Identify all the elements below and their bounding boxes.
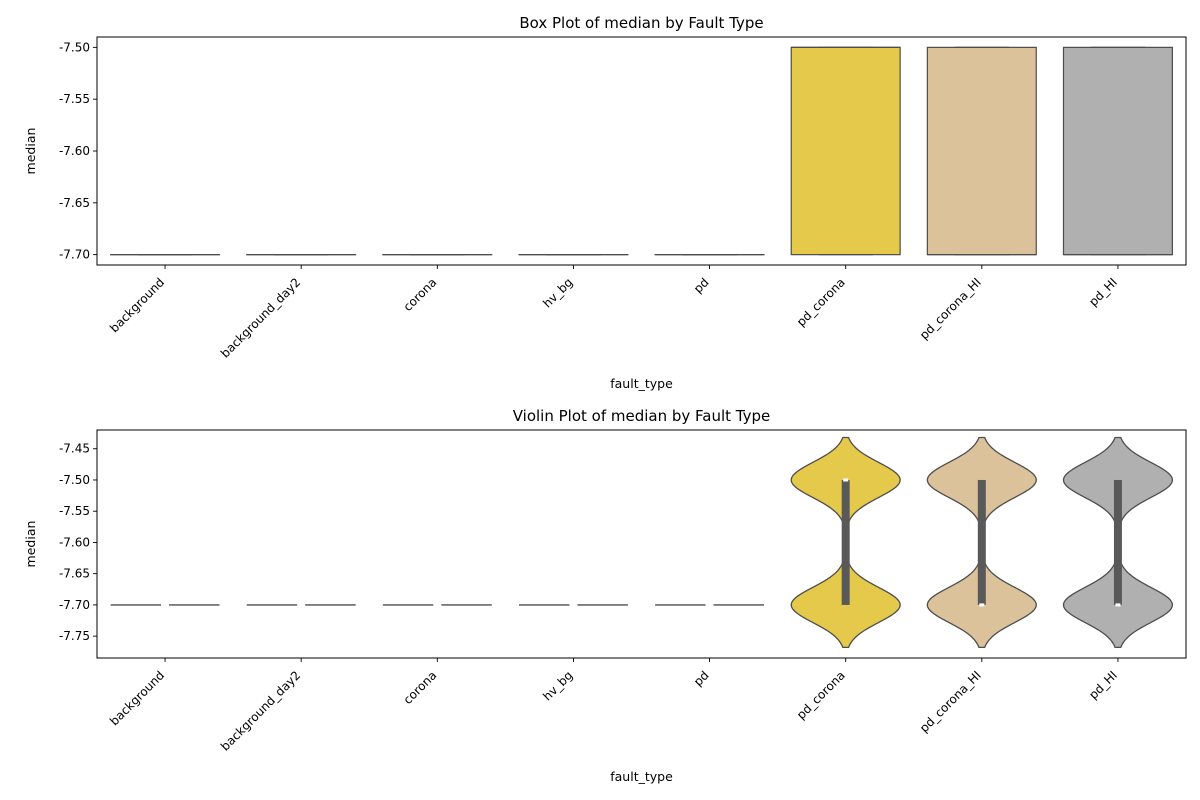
- panel2-xtick-label: hv_bg: [540, 668, 575, 703]
- violin-median-pd_HI: [1115, 603, 1121, 607]
- box-pd_corona: [790, 46, 901, 256]
- panel1-xtick-label: hv_bg: [540, 275, 575, 310]
- panel1-ytick-label: -7.70: [59, 248, 90, 262]
- violin-iqr-bar-pd_corona_HI: [977, 479, 986, 605]
- box-pd_corona_HI: [926, 46, 1037, 256]
- panel2-title: Violin Plot of median by Fault Type: [513, 407, 771, 425]
- panel1-xtick-label: corona: [401, 275, 440, 314]
- panel2-xtick-label: pd: [691, 668, 712, 689]
- panel2-ytick-label: -7.50: [59, 473, 90, 487]
- panel2-xtick-label: pd_corona_HI: [917, 668, 984, 735]
- panel2-xtick-label: corona: [401, 668, 440, 707]
- box-pd_HI: [1062, 46, 1173, 256]
- violin-iqr-bar-pd_corona: [841, 479, 850, 605]
- panel1-ytick-label: -7.55: [59, 92, 90, 106]
- panel2-xtick-label: pd_corona: [794, 668, 848, 722]
- panel1-xtick-label: background: [107, 275, 167, 335]
- panel2-ytick-label: -7.70: [59, 598, 90, 612]
- panel2-xtick-label: pd_HI: [1086, 668, 1120, 702]
- panel1-xtick-label: pd_corona_HI: [917, 275, 984, 342]
- panel2-ytick-label: -7.45: [59, 442, 90, 456]
- panel2-ytick-label: -7.75: [59, 629, 90, 643]
- panel2-axes-frame: [96, 429, 1187, 659]
- violin-median-pd_corona_HI: [979, 603, 985, 607]
- panel2-xtick-label: background_day2: [218, 668, 303, 753]
- panel2-ytick-label: -7.65: [59, 567, 90, 581]
- panel1-xtick-label: pd: [691, 275, 712, 296]
- violin-median-pd_corona: [843, 478, 849, 482]
- panel1-ytick-label: -7.65: [59, 196, 90, 210]
- panel2-xtick-label: background: [107, 668, 167, 728]
- panel1-ytick-label: -7.50: [59, 40, 90, 54]
- panel1-ytick-label: -7.60: [59, 144, 90, 158]
- panel2-ytick-label: -7.60: [59, 535, 90, 549]
- violin-iqr-bar-pd_HI: [1113, 479, 1122, 605]
- panel2-y-axis-label: median: [23, 521, 38, 568]
- panel2-x-axis-label: fault_type: [610, 769, 673, 784]
- panel1-xtick-label: pd_HI: [1086, 275, 1120, 309]
- panel1-xtick-label: background_day2: [218, 275, 303, 360]
- panel1-xtick-label: pd_corona: [794, 275, 848, 329]
- panel2-ytick-label: -7.55: [59, 504, 90, 518]
- panel1-y-axis-label: median: [23, 128, 38, 175]
- panel1-x-axis-label: fault_type: [610, 376, 673, 391]
- panel1-title: Box Plot of median by Fault Type: [519, 14, 763, 32]
- panel1-axes-frame: [96, 36, 1187, 266]
